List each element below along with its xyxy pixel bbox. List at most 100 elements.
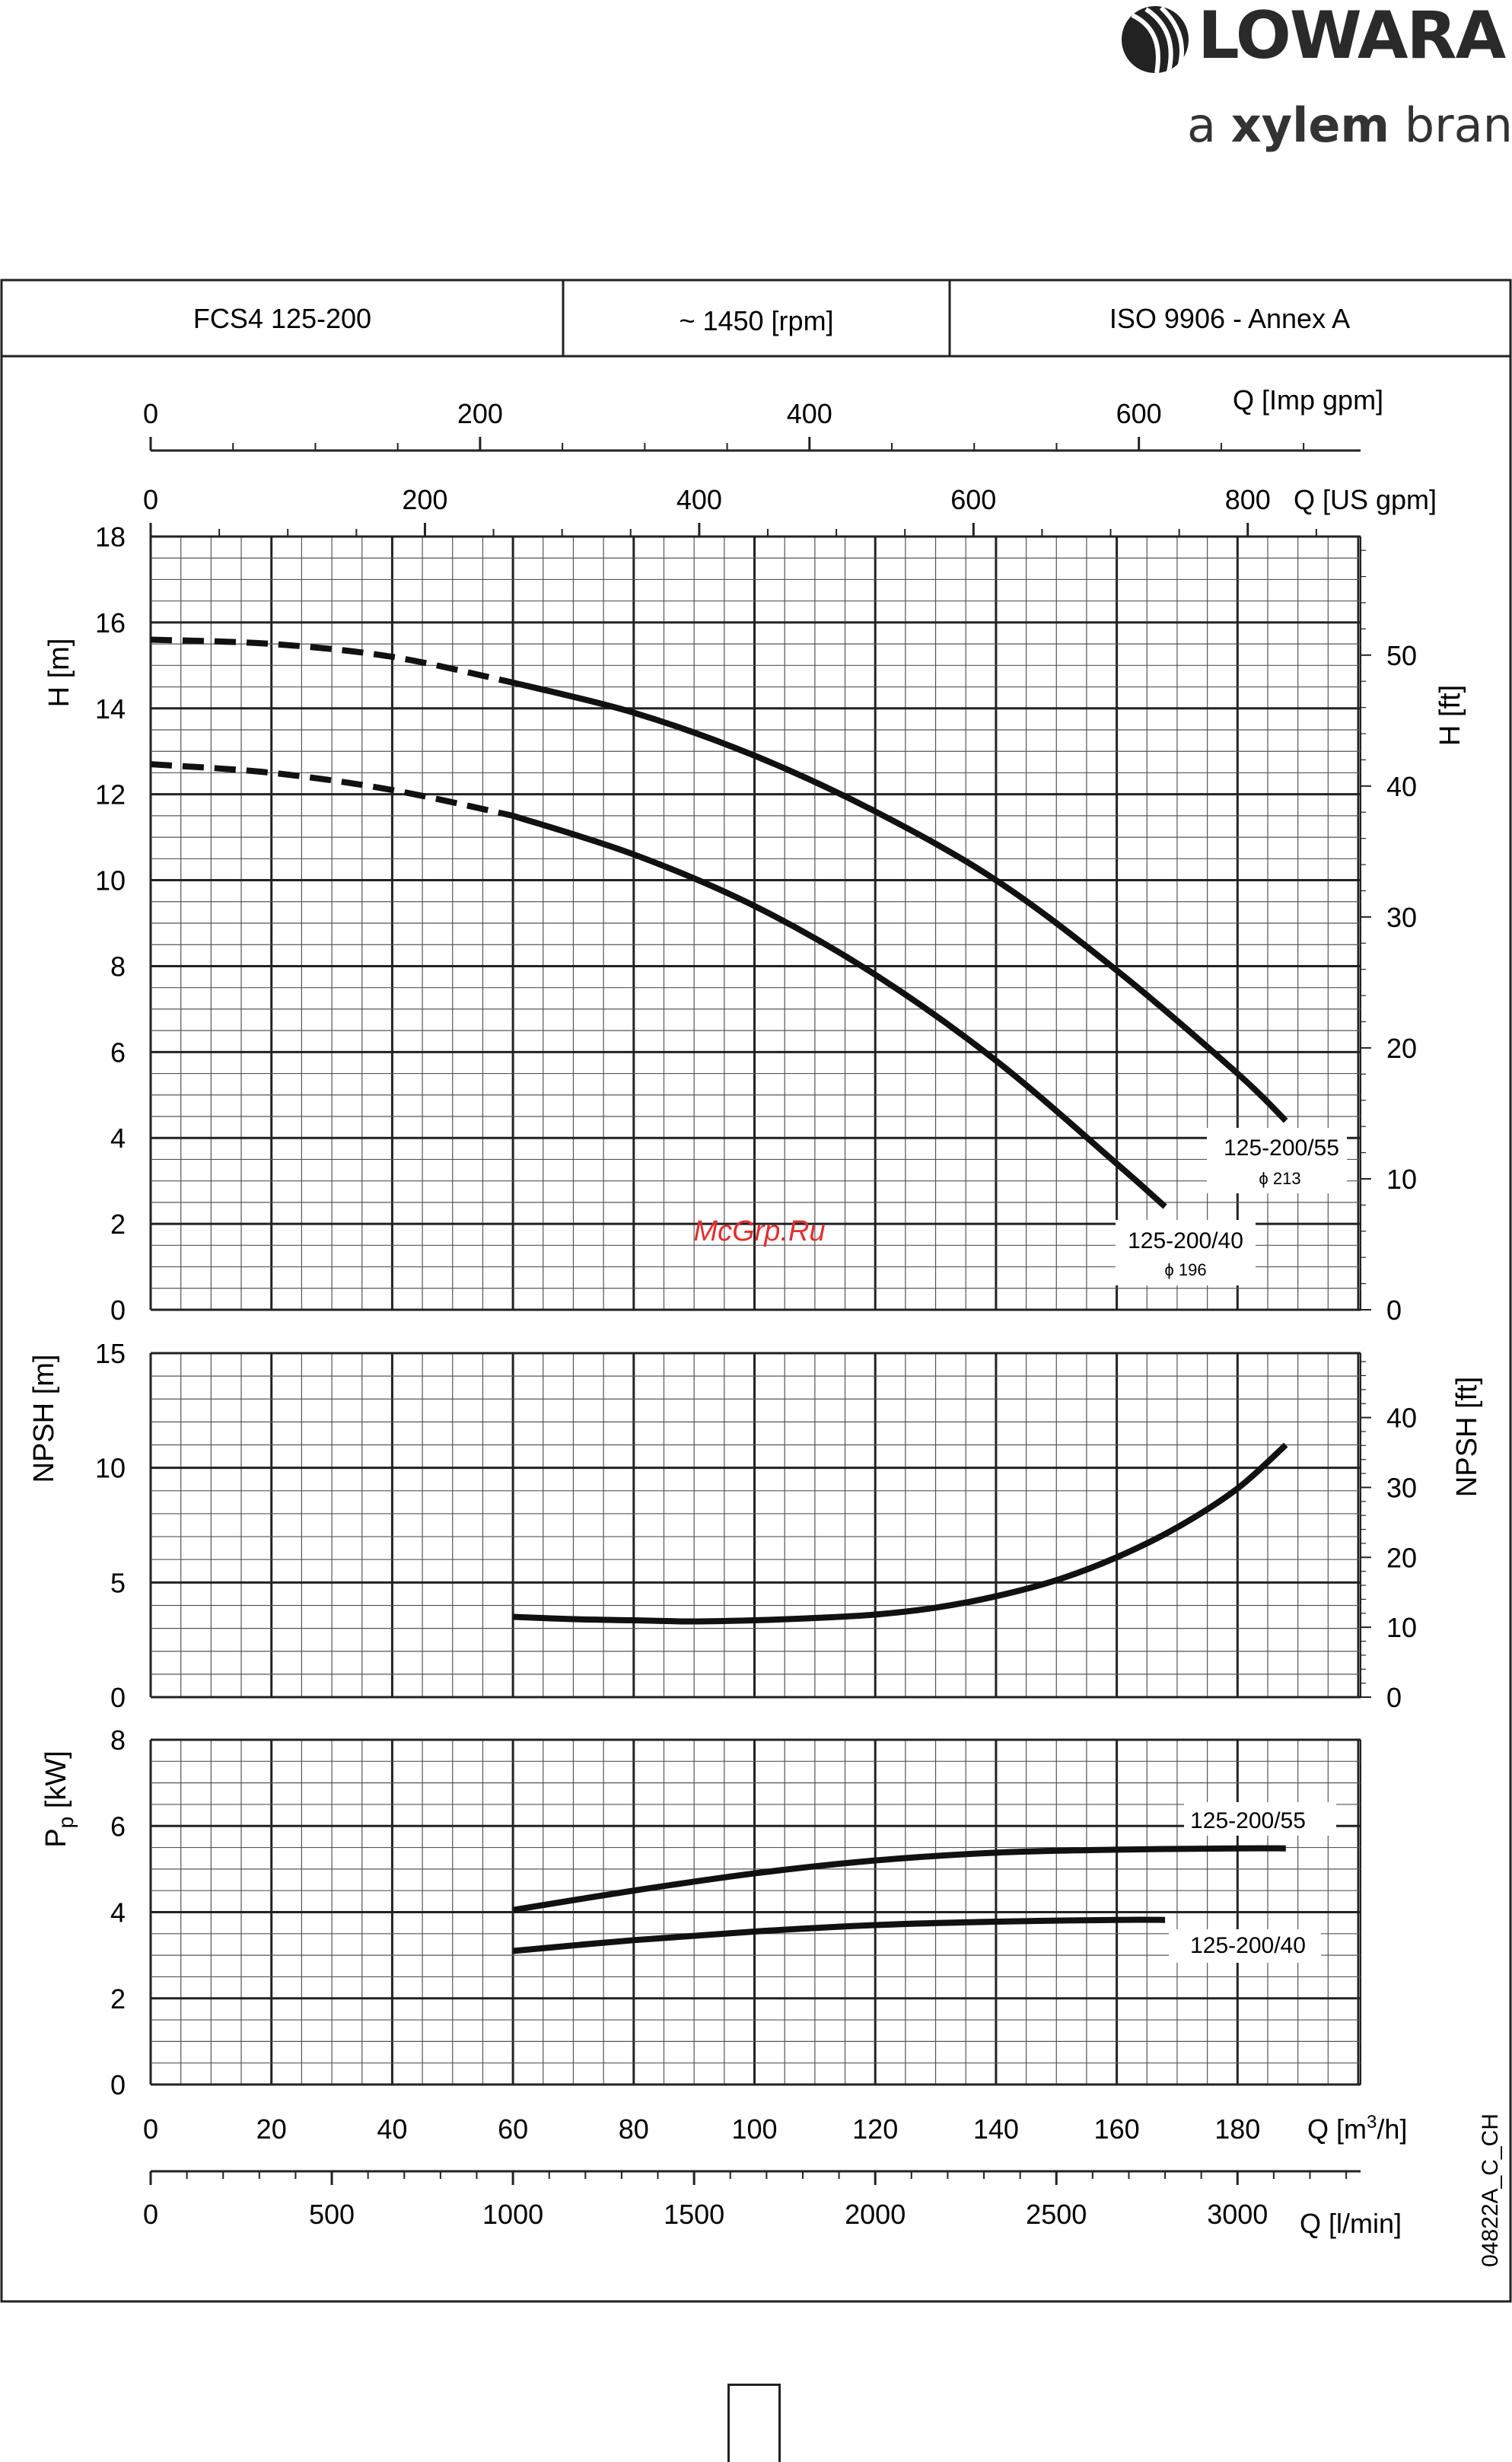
power-y-label: Pp [kW]	[40, 1750, 78, 1847]
head-curve-solid-0	[512, 680, 1288, 1123]
m3h-axis-label: Q [m3/h]	[1307, 2112, 1407, 2145]
axis-tick-label: 400	[787, 398, 832, 429]
lowara-swirl-icon	[1122, 5, 1189, 74]
y-tick-label: 0	[110, 2069, 126, 2101]
us-gpm-axis: 0 200 400 600 800	[143, 484, 1361, 538]
document-code: 04822A_C_CH	[1478, 2113, 1503, 2267]
y-tick-label: 4	[110, 1123, 126, 1154]
power-label-box-40	[1169, 1929, 1321, 1963]
y-tick-label: 2	[110, 1209, 126, 1240]
y-tick-label: 4	[110, 1897, 126, 1929]
lmin-axis-label: Q [l/min]	[1300, 2208, 1402, 2239]
y-right-tick-label: 40	[1386, 771, 1417, 802]
axis-tick-label: 200	[457, 398, 503, 429]
npsh-y-label: NPSH [m]	[28, 1355, 60, 1483]
label-box-40	[1116, 1220, 1256, 1285]
x-tick-label: 120	[852, 2113, 898, 2145]
lowara-logo: LOWARA a xylem brand	[1122, 0, 1512, 153]
y-tick-label: 15	[95, 1338, 126, 1369]
tagline-xylem: xylem	[1231, 97, 1389, 153]
y-tick-label: 18	[95, 521, 126, 553]
axis-tick-label: 0	[143, 398, 158, 429]
head-y-label: H [m]	[43, 639, 75, 708]
curve-npsh-0	[512, 1442, 1288, 1625]
axis-tick-label: 500	[309, 2199, 355, 2230]
series-label-55: 125-200/55	[1224, 1135, 1339, 1161]
axis-tick-label: 2500	[1026, 2199, 1087, 2230]
brand-tagline: a xylem brand	[1187, 97, 1512, 153]
y-right-tick-label: 30	[1386, 902, 1417, 933]
curve-power-0	[512, 1845, 1286, 1913]
head-chart-curves	[150, 636, 1288, 1209]
y-right-tick-label: 10	[1386, 1164, 1417, 1195]
y-right-tick-label: 0	[1386, 1295, 1402, 1326]
tagline-prefix: a	[1187, 97, 1231, 153]
axis-tick-label: 800	[1225, 484, 1271, 515]
x-tick-label: 160	[1094, 2113, 1140, 2145]
y-tick-label: 0	[110, 1682, 126, 1713]
x-tick-label: 0	[143, 2113, 158, 2145]
header-model: FCS4 125-200	[193, 303, 371, 334]
header-standard: ISO 9906 - Annex A	[1109, 303, 1350, 334]
axis-tick-label: 0	[143, 2199, 158, 2230]
power-label-box-55	[1184, 1802, 1336, 1836]
us-gpm-axis-label: Q [US gpm]	[1294, 484, 1437, 515]
power-chart-y-ticks: 0 2 4 6 8	[110, 1725, 126, 2101]
page-number-box	[727, 2384, 781, 2462]
y-right-tick-label: 50	[1386, 640, 1417, 671]
imp-gpm-axis-label: Q [Imp gpm]	[1233, 384, 1383, 416]
axis-tick-label: 600	[1116, 398, 1162, 429]
x-tick-label: 80	[619, 2113, 649, 2145]
power-series-label-40: 125-200/40	[1190, 1933, 1306, 1958]
npsh-y-right-label: NPSH [ft]	[1451, 1377, 1483, 1497]
m3h-axis-ticks: 0 20 40 60 80 100 120 140 160 180	[143, 2113, 1260, 2145]
axis-tick-label: 3000	[1207, 2199, 1268, 2230]
y-tick-label: 8	[110, 951, 126, 982]
npsh-chart-grid	[149, 1352, 1361, 1699]
x-tick-label: 100	[731, 2113, 777, 2145]
y-tick-label: 16	[95, 607, 126, 639]
axis-tick-label: 1000	[482, 2199, 543, 2230]
watermark: McGrp.Ru	[693, 1215, 825, 1247]
y-right-tick-label: 20	[1386, 1033, 1417, 1064]
y-tick-label: 0	[110, 1295, 126, 1326]
head-curve-dashed-1	[150, 761, 514, 819]
series-diameter-40: ϕ 196	[1164, 1260, 1206, 1279]
y-right-tick-label: 40	[1386, 1403, 1417, 1434]
y-tick-label: 8	[110, 1725, 126, 1756]
lmin-axis: 0 500 1000 1500 2000 2500 3000	[143, 2170, 1361, 2230]
axis-tick-label: 600	[950, 484, 996, 515]
axis-tick-label: 200	[402, 484, 447, 515]
y-tick-label: 2	[110, 1983, 126, 2015]
head-curve-solid-1	[511, 813, 1167, 1209]
x-tick-label: 20	[256, 2113, 287, 2145]
header-speed: ~ 1450 [rpm]	[679, 305, 833, 336]
y-tick-label: 6	[110, 1811, 126, 1842]
axis-tick-label: 400	[676, 484, 722, 515]
y-tick-label: 6	[110, 1037, 126, 1068]
y-tick-label: 12	[95, 779, 126, 811]
y-tick-label: 5	[110, 1567, 126, 1598]
curve-power-1	[512, 1916, 1166, 1954]
axis-tick-label: 0	[143, 484, 158, 515]
axis-tick-label: 2000	[845, 2199, 906, 2230]
power-chart-curves	[512, 1845, 1286, 1954]
y-right-tick-label: 20	[1386, 1542, 1417, 1573]
y-right-tick-label: 30	[1386, 1472, 1417, 1503]
y-tick-label: 10	[95, 1453, 126, 1484]
y-right-tick-label: 10	[1386, 1612, 1417, 1643]
head-chart-y-ticks: 0 2 4 6 8 10 12 14 16 18 0 10 20 30 40 50	[95, 521, 1417, 1326]
head-y-right-label: H [ft]	[1434, 685, 1466, 746]
series-label-40: 125-200/40	[1128, 1228, 1243, 1253]
y-tick-label: 10	[95, 865, 126, 897]
npsh-chart-curves	[512, 1442, 1288, 1625]
sheet-border	[0, 279, 1512, 2303]
power-series-label-55: 125-200/55	[1190, 1808, 1306, 1833]
y-tick-label: 14	[95, 693, 126, 725]
head-curve-dashed-0	[150, 636, 514, 686]
label-box-55	[1207, 1128, 1347, 1193]
brand-name: LOWARA	[1198, 0, 1507, 74]
x-tick-label: 180	[1214, 2113, 1260, 2145]
npsh-chart-y-ticks: 0 5 10 15 0 10 20 30 40	[95, 1338, 1417, 1713]
